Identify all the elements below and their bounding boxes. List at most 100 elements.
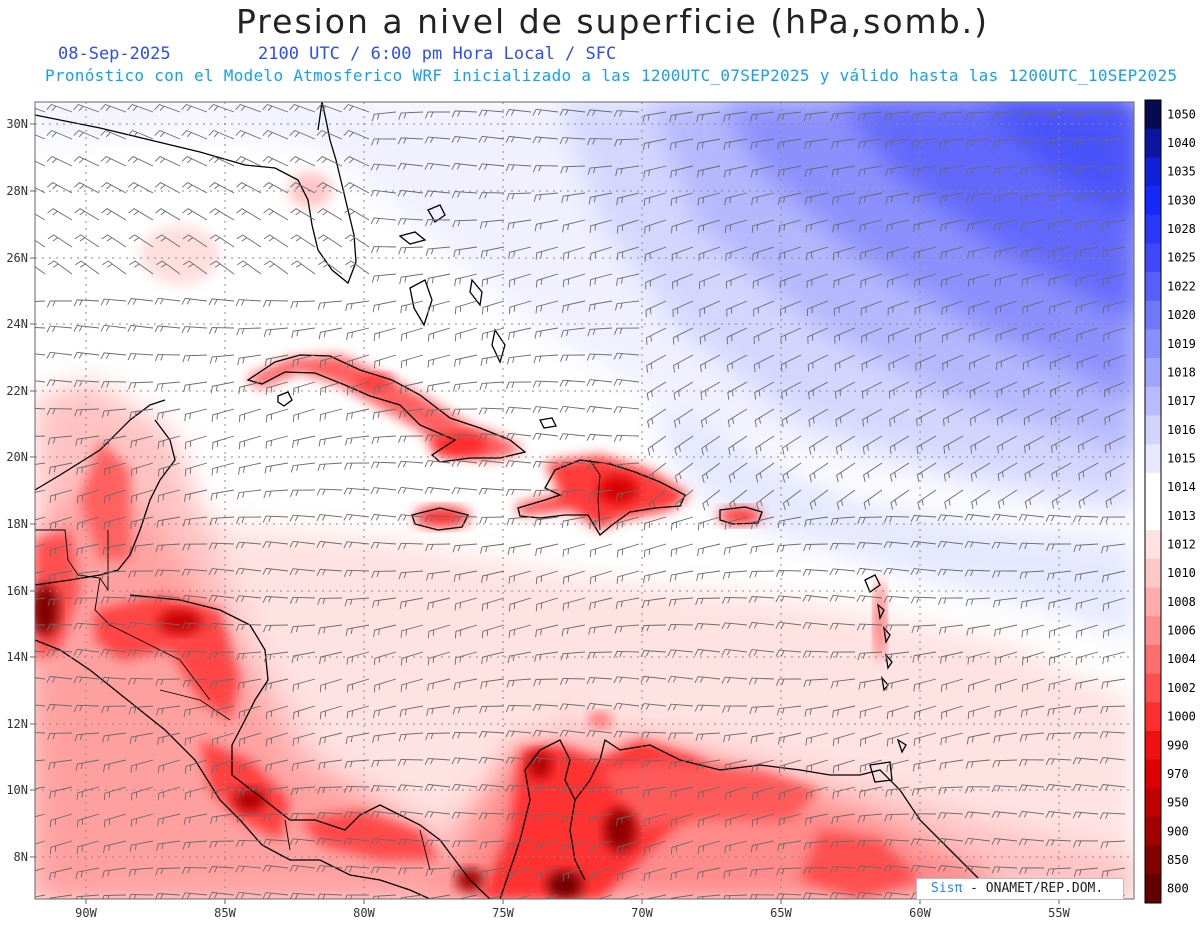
wind-barb — [453, 246, 478, 258]
colorbar-label: 990 — [1167, 738, 1189, 752]
wind-barb — [209, 208, 235, 221]
wind-barb — [74, 208, 100, 221]
wind-barb — [452, 381, 478, 392]
wind-barb — [1046, 732, 1072, 741]
wind-barb — [156, 260, 181, 275]
wind-barb — [613, 406, 640, 414]
wind-barb — [883, 567, 910, 575]
wind-barb — [316, 568, 343, 576]
wind-barb — [292, 732, 316, 746]
wind-barb — [427, 597, 451, 611]
wind-barb — [803, 840, 829, 850]
wind-barb — [940, 246, 964, 260]
wind-barb — [1019, 570, 1045, 580]
wind-barb — [645, 327, 667, 345]
wind-barb — [399, 705, 424, 718]
wind-barb — [400, 300, 424, 314]
wind-barb — [73, 325, 100, 332]
wind-barb — [1019, 165, 1045, 176]
lake-maracaibo — [569, 799, 586, 881]
wind-barb — [35, 677, 46, 680]
wind-barb — [211, 732, 235, 747]
wind-barb — [941, 327, 964, 343]
wind-barb — [830, 516, 856, 526]
wind-barb — [588, 813, 613, 825]
wind-barb — [856, 542, 883, 549]
wind-barb — [35, 786, 46, 790]
wind-barb — [534, 516, 559, 527]
wind-barb — [343, 156, 370, 167]
wind-barb — [127, 353, 154, 361]
wind-barb — [290, 300, 316, 309]
wind-barb — [424, 190, 451, 198]
wind-barb — [889, 435, 910, 455]
wind-barb — [699, 300, 721, 317]
wind-barb — [1018, 514, 1045, 522]
wind-barb — [46, 703, 73, 711]
wind-barb — [667, 675, 694, 683]
wind-barb — [236, 182, 262, 194]
wind-barb — [211, 462, 235, 476]
wind-barb — [157, 462, 181, 477]
wind-barb — [755, 462, 775, 483]
wind-barb — [674, 462, 694, 484]
wind-barb — [103, 840, 127, 854]
wind-barb — [454, 651, 478, 665]
wind-barb — [856, 595, 883, 603]
wind-barb — [100, 676, 127, 684]
wind-barb — [371, 111, 397, 122]
wind-barb — [236, 489, 262, 500]
wind-barb — [724, 516, 748, 530]
wind-barb — [753, 354, 775, 372]
wind-barb — [777, 138, 802, 150]
wind-barb — [291, 651, 316, 663]
wind-barb — [1023, 408, 1045, 426]
wind-barb — [668, 597, 694, 607]
wind-barb — [427, 678, 451, 692]
wind-barb — [886, 219, 910, 233]
wind-barb — [589, 219, 613, 233]
wind-barb — [857, 651, 883, 661]
wind-barb — [890, 489, 910, 510]
border-mexico-guatemala — [35, 529, 109, 592]
wind-barb — [804, 516, 829, 527]
wind-barb — [1073, 138, 1099, 147]
colorbar-label: 1013 — [1167, 509, 1196, 523]
wind-barb — [804, 813, 829, 826]
wind-barb — [211, 705, 235, 719]
wind-barb — [670, 894, 694, 899]
wind-barb — [1075, 273, 1099, 287]
wind-barb — [478, 784, 505, 792]
wind-barb — [1024, 489, 1045, 509]
wind-barb — [754, 381, 775, 400]
wind-barb — [858, 192, 883, 205]
wind-barb — [887, 300, 910, 316]
wind-barb — [292, 408, 316, 423]
wind-barb — [210, 678, 235, 689]
wind-barb — [940, 732, 964, 746]
wind-barb — [478, 731, 505, 738]
wind-barb — [154, 325, 181, 333]
wind-barb — [346, 705, 370, 719]
wind-barb — [559, 108, 586, 116]
wind-barb — [697, 543, 721, 557]
wind-barb — [451, 459, 478, 467]
wind-barb — [835, 408, 856, 427]
low-pressure-shading — [35, 172, 1134, 899]
wind-barb — [752, 273, 775, 289]
wind-barb — [508, 327, 532, 340]
wind-barb — [1050, 381, 1072, 398]
wind-barb — [614, 327, 640, 335]
wind-barb — [532, 432, 559, 440]
wind-barb — [506, 678, 532, 688]
wind-barb — [451, 783, 478, 791]
wind-barb — [290, 624, 316, 634]
wind-barb — [155, 208, 181, 221]
wind-barb — [398, 408, 424, 419]
wind-barb — [889, 462, 910, 482]
wind-barb — [586, 433, 613, 441]
wind-barb — [910, 515, 937, 522]
wind-barb — [965, 111, 991, 120]
wind-barb — [427, 624, 451, 639]
wind-barb — [616, 813, 640, 826]
